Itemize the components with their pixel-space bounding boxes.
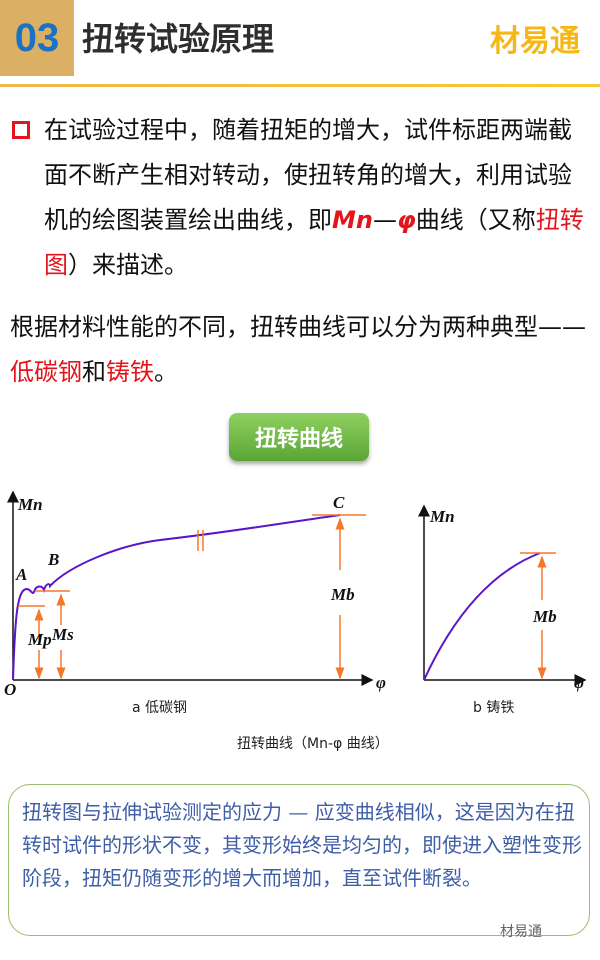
right-mb-label: Mb [532, 607, 557, 626]
left-y-label: Mn [17, 495, 43, 514]
note-box [8, 784, 590, 936]
point-a-label: A [15, 565, 27, 584]
para2-and: 和 [82, 358, 106, 386]
mp-label: Mp [27, 630, 52, 649]
torsion-curve-button[interactable]: 扭转曲线 [229, 413, 369, 461]
para2-text: 根据材料性能的不同，扭转曲线可以分为两种典型—— [10, 313, 586, 341]
cast-iron-curve [423, 552, 541, 681]
torsion-curve-diagram: Mn φ O A B C Mp Ms Mb Mn φ Mb a 低碳钢 b 铸铁… [4, 490, 587, 752]
left-mb-label: Mb [330, 585, 355, 604]
page-title: 扭转试验原理 [82, 20, 275, 58]
left-axes [6, 490, 374, 686]
section-number: 03 [0, 0, 74, 76]
left-x-label: φ [376, 673, 386, 692]
paragraph-2: 根据材料性能的不同，扭转曲线可以分为两种典型—— 低碳钢和铸铁。 [10, 305, 595, 395]
ms-label: Ms [51, 625, 74, 644]
right-y-label: Mn [429, 507, 455, 526]
para1-text-b: 曲线（又称 [415, 206, 536, 234]
right-markers [520, 552, 556, 680]
note-text: 扭转图与拉伸试验测定的应力 — 应变曲线相似，这是因为在扭转时试件的形状不变，其… [22, 800, 582, 890]
header: 03 扭转试验原理 材易通 [0, 0, 600, 87]
right-x-label: φ [574, 673, 584, 692]
mn-symbol: Mn [332, 206, 373, 234]
dash: — [372, 206, 397, 234]
para2-end: 。 [154, 358, 178, 386]
caption-cast-iron: b 铸铁 [473, 700, 514, 716]
para1-text-c: ）来描述。 [68, 251, 188, 279]
low-carbon-steel-curve [12, 514, 341, 681]
point-c-label: C [333, 493, 345, 512]
point-b-label: B [47, 550, 59, 569]
diagram-caption: 扭转曲线（Mn-φ 曲线） [237, 736, 389, 752]
header-divider [0, 84, 600, 87]
right-axes [418, 504, 587, 686]
watermark: 材易通 [500, 924, 542, 940]
origin-label: O [4, 680, 16, 699]
highlight-low-carbon-steel: 低碳钢 [10, 358, 82, 386]
paragraph-1: 在试验过程中，随着扭矩的增大，试件标距两端截面不断产生相对转动，使扭转角的增大，… [44, 108, 589, 288]
caption-low-carbon-steel: a 低碳钢 [132, 700, 187, 716]
square-bullet-icon [12, 121, 30, 139]
highlight-torsion-diagram: 扭转图 [44, 206, 584, 279]
brand-logo: 材易通 [490, 24, 580, 59]
left-markers [18, 514, 366, 680]
phi-symbol: φ [396, 206, 416, 234]
highlight-cast-iron: 铸铁 [106, 358, 154, 386]
para1-text: 在试验过程中，随着扭矩的增大，试件标距两端截面不断产生相对转动，使扭转角的增大，… [44, 116, 572, 234]
